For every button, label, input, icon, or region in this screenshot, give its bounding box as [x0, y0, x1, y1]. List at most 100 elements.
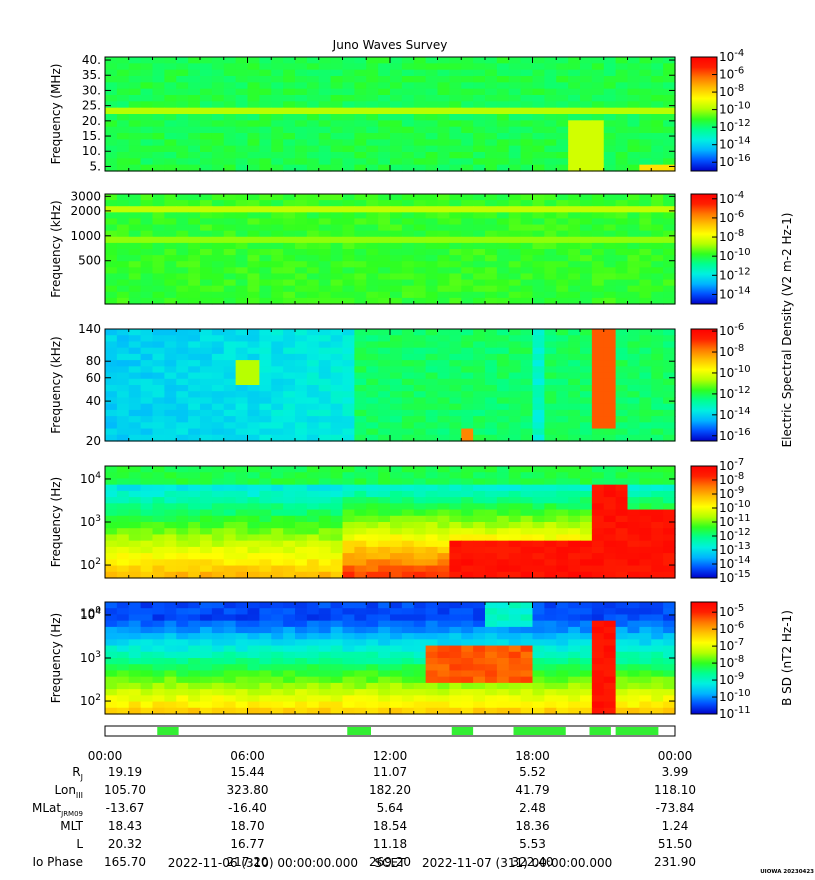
ephemeris-value: 217.20 — [227, 855, 269, 869]
heatmap-cell — [271, 114, 284, 121]
heatmap-cell — [449, 152, 462, 159]
heatmap-cell — [556, 701, 569, 709]
heatmap-cell — [580, 341, 593, 349]
heatmap-cell — [105, 57, 118, 64]
heatmap-cell — [591, 63, 605, 71]
heatmap-cell — [235, 434, 249, 442]
heatmap-cell — [152, 329, 165, 336]
heatmap-cell — [366, 145, 379, 153]
heatmap-cell — [580, 200, 593, 207]
heatmap-cell — [532, 76, 545, 83]
heatmap-cell — [473, 353, 486, 361]
heatmap-cell — [663, 645, 676, 653]
heatmap-cell — [188, 242, 201, 250]
heatmap-cell — [342, 534, 355, 542]
heatmap-cell — [140, 88, 154, 96]
heatmap-cell — [603, 255, 617, 262]
heatmap-cell — [508, 633, 522, 640]
heatmap-cell — [508, 57, 522, 64]
heatmap-cell — [152, 341, 165, 349]
heatmap-cell — [520, 273, 534, 281]
heatmap-cell — [200, 152, 213, 159]
heatmap-cell — [354, 385, 367, 392]
heatmap-cell — [532, 145, 545, 153]
heatmap-cell — [354, 540, 367, 548]
heatmap-cell — [128, 509, 142, 517]
heatmap-cell — [449, 194, 462, 201]
heatmap-cell — [116, 472, 130, 480]
heatmap-cell — [318, 158, 332, 166]
heatmap-cell — [128, 528, 142, 536]
heatmap-cell — [366, 472, 379, 480]
heatmap-cell — [401, 224, 415, 232]
heatmap-cell — [449, 329, 462, 336]
heatmap-cell — [306, 645, 320, 653]
heatmap-cell — [116, 366, 130, 374]
heatmap-cell — [603, 76, 617, 83]
heatmap-cell — [651, 114, 664, 121]
heatmap-cell — [603, 682, 617, 690]
heatmap-cell — [556, 484, 569, 492]
heatmap-cell — [235, 416, 249, 423]
heatmap-cell — [378, 515, 391, 523]
heatmap-cell — [116, 63, 130, 71]
heatmap-cell — [271, 651, 284, 659]
heatmap-cell — [627, 107, 640, 115]
heatmap-cell — [318, 509, 332, 517]
heatmap-cell — [401, 152, 415, 159]
heatmap-cell — [496, 645, 510, 653]
heatmap-cell — [591, 329, 605, 336]
heatmap-cell — [544, 200, 557, 207]
heatmap-cell — [473, 95, 486, 102]
heatmap-cell — [520, 658, 534, 665]
heatmap-cell — [627, 88, 640, 96]
heatmap-cell — [532, 95, 545, 102]
heatmap-cell — [259, 69, 272, 77]
heatmap-cell — [128, 139, 142, 147]
heatmap-cell — [152, 571, 165, 579]
heatmap-cell — [520, 335, 534, 343]
heatmap-cell — [247, 707, 260, 715]
heatmap-cell — [164, 261, 177, 268]
heatmap-cell — [544, 335, 557, 343]
heatmap-cell — [532, 397, 545, 405]
heatmap-cell — [366, 602, 379, 609]
heatmap-cell — [140, 385, 154, 392]
heatmap-cell — [568, 472, 581, 480]
heatmap-cell — [544, 82, 557, 90]
heatmap-cell — [105, 236, 118, 244]
heatmap-cell — [306, 378, 320, 386]
heatmap-cell — [235, 422, 249, 430]
heatmap-cell — [401, 466, 415, 473]
heatmap-cell — [615, 559, 629, 567]
heatmap-cell — [437, 69, 450, 77]
heatmap-cell — [211, 200, 225, 207]
heatmap-cell — [223, 608, 237, 616]
heatmap-cell — [544, 249, 557, 256]
heatmap-cell — [627, 682, 640, 690]
heatmap-cell — [378, 291, 391, 299]
heatmap-cell — [437, 701, 450, 709]
heatmap-cell — [306, 101, 320, 109]
x-tick-label: 00:00 — [658, 749, 693, 763]
heatmap-cell — [568, 509, 581, 517]
heatmap-cell — [235, 212, 249, 220]
heatmap-cell — [580, 145, 593, 153]
heatmap-cell — [473, 335, 486, 343]
heatmap-cell — [437, 626, 450, 634]
heatmap-cell — [306, 335, 320, 343]
colorbar-tick-label: 10-6 — [719, 322, 744, 338]
heatmap-cell — [556, 200, 569, 207]
heatmap-cell — [128, 602, 142, 609]
heatmap-cell — [556, 416, 569, 423]
heatmap-cell — [603, 236, 617, 244]
heatmap-cell — [223, 565, 237, 573]
heatmap-cell — [568, 114, 581, 121]
heatmap-cell — [176, 139, 189, 147]
heatmap-cell — [378, 95, 391, 102]
heatmap-cell — [639, 101, 652, 109]
heatmap-cell — [615, 522, 629, 529]
heatmap-cell — [354, 682, 367, 690]
heatmap-cell — [437, 285, 450, 293]
heatmap-cell — [615, 291, 629, 299]
